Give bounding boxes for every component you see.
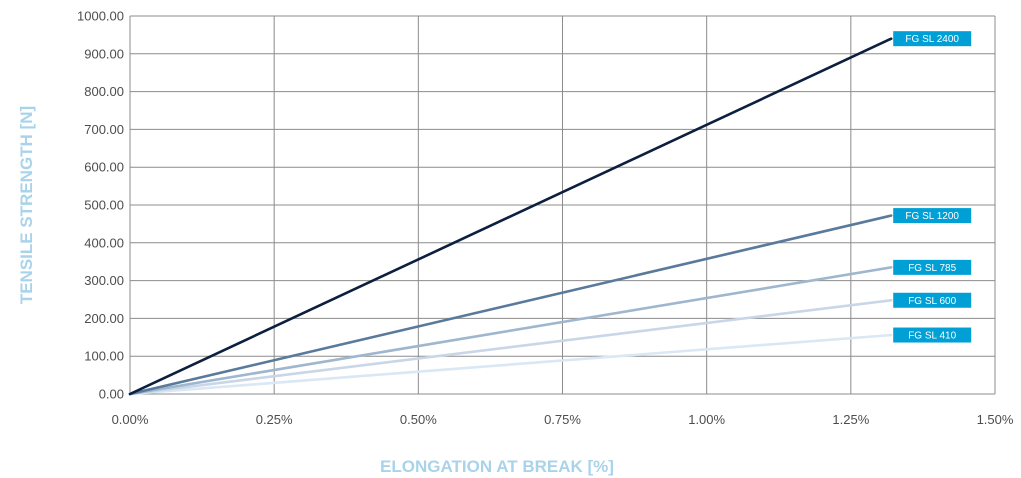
x-tick-label: 1.00% bbox=[688, 412, 725, 427]
x-axis-title: ELONGATION AT BREAK [%] bbox=[380, 457, 614, 476]
series-line-fg-sl-600 bbox=[128, 298, 893, 396]
series-label-text: FG SL 600 bbox=[908, 296, 956, 307]
y-tick-label: 900.00 bbox=[84, 46, 124, 61]
x-tick-label: 0.75% bbox=[544, 412, 581, 427]
series-line-fg-sl-2400 bbox=[128, 37, 893, 396]
series-lines bbox=[128, 37, 893, 396]
y-tick-label: 200.00 bbox=[84, 311, 124, 326]
series-label-text: FG SL 410 bbox=[908, 331, 956, 342]
y-tick-label: 800.00 bbox=[84, 84, 124, 99]
y-tick-label: 1000.00 bbox=[77, 9, 124, 24]
y-tick-label: 600.00 bbox=[84, 160, 124, 175]
series-line-fg-sl-785 bbox=[128, 266, 893, 396]
series-label-text: FG SL 2400 bbox=[905, 34, 959, 45]
x-axis-ticks: 0.00% 0.25% 0.50% 0.75% 1.00% 1.25% 1.50% bbox=[112, 412, 1014, 427]
series-label-text: FG SL 785 bbox=[908, 263, 956, 274]
series-label-box bbox=[893, 259, 972, 275]
y-axis-title: TENSILE STRENGTH [N] bbox=[17, 106, 36, 304]
y-tick-label: 0.00 bbox=[99, 387, 124, 402]
series-label-box bbox=[893, 292, 972, 308]
series-label-text: FG SL 1200 bbox=[905, 211, 959, 222]
series-line-fg-sl-410 bbox=[128, 333, 893, 396]
series-label-fg-sl-2400: FG SL 2400 bbox=[893, 31, 972, 47]
y-axis-ticks: 0.00 100.00 200.00 300.00 400.00 500.00 600.00… bbox=[77, 9, 124, 402]
x-tick-label: 1.50% bbox=[977, 412, 1014, 427]
series-label-fg-sl-600: FG SL 600 bbox=[893, 292, 972, 308]
series-labels: FG SL 2400 FG SL 1200 FG SL 785 FG SL 600 FG… bbox=[893, 31, 972, 343]
series-label-box bbox=[893, 208, 972, 224]
x-tick-label: 1.25% bbox=[832, 412, 869, 427]
y-tick-label: 100.00 bbox=[84, 349, 124, 364]
series-line-fg-sl-1200 bbox=[128, 214, 893, 396]
series-label-box bbox=[893, 327, 972, 343]
x-tick-label: 0.25% bbox=[256, 412, 293, 427]
series-label-box bbox=[893, 31, 972, 47]
x-tick-label: 0.00% bbox=[112, 412, 149, 427]
series-label-fg-sl-785: FG SL 785 bbox=[893, 259, 972, 275]
y-tick-label: 500.00 bbox=[84, 198, 124, 213]
y-tick-label: 700.00 bbox=[84, 122, 124, 137]
series-label-fg-sl-1200: FG SL 1200 bbox=[893, 208, 972, 224]
series-label-fg-sl-410: FG SL 410 bbox=[893, 327, 972, 343]
y-tick-label: 400.00 bbox=[84, 235, 124, 250]
x-tick-label: 0.50% bbox=[400, 412, 437, 427]
grid bbox=[129, 15, 996, 395]
y-tick-label: 300.00 bbox=[84, 273, 124, 288]
